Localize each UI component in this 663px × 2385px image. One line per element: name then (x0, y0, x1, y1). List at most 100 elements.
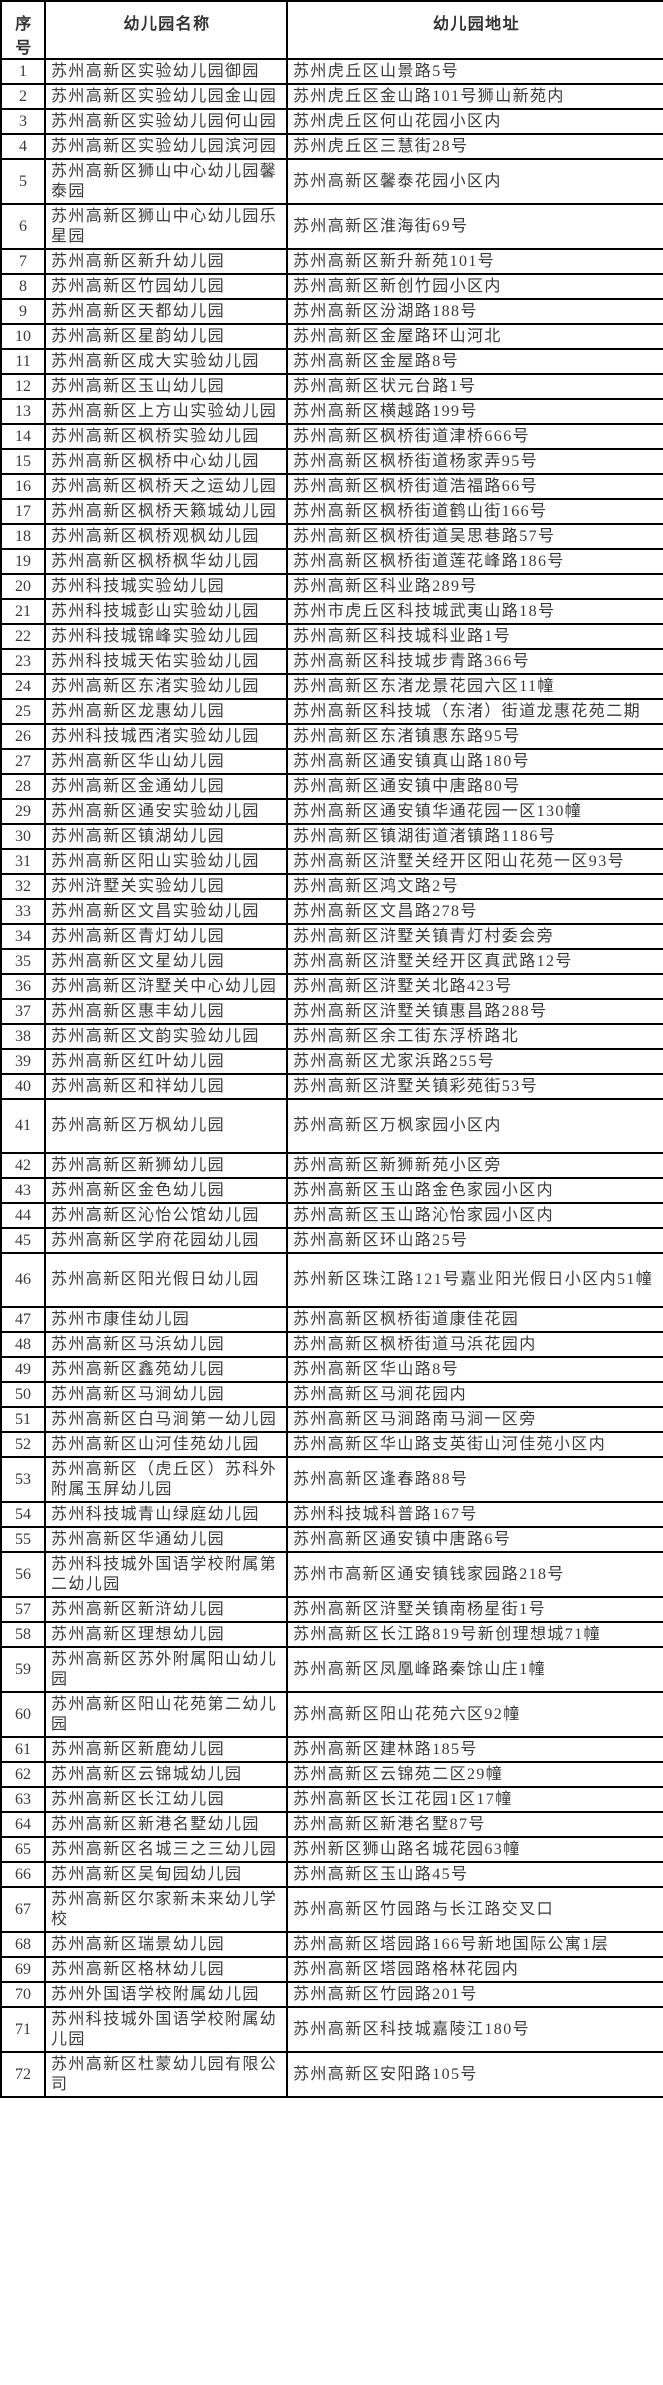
row-index: 45 (0, 1227, 46, 1254)
row-index: 18 (0, 523, 46, 550)
row-index: 4 (0, 133, 46, 160)
kindergarten-name: 苏州高新区吴甸园幼儿园 (44, 1861, 288, 1888)
kindergarten-name: 苏州市康佳幼儿园 (44, 1306, 288, 1333)
kindergarten-address: 苏州高新区新狮新苑小区旁 (286, 1152, 663, 1179)
kindergarten-address: 苏州高新区环山路25号 (286, 1227, 663, 1254)
row-index: 69 (0, 1956, 46, 1983)
table-row: 5 苏州高新区狮山中心幼儿园馨泰园 苏州高新区馨泰花园小区内 (0, 158, 663, 205)
table-row: 16 苏州高新区枫桥天之运幼儿园 苏州高新区枫桥街道浩福路66号 (0, 473, 663, 500)
table-row: 10 苏州高新区星韵幼儿园 苏州高新区金屋路环山河北 (0, 323, 663, 350)
kindergarten-name: 苏州高新区东渚实验幼儿园 (44, 673, 288, 700)
kindergarten-name: 苏州高新区竹园幼儿园 (44, 273, 288, 300)
row-index: 68 (0, 1931, 46, 1958)
row-index: 6 (0, 203, 46, 250)
row-index: 17 (0, 498, 46, 525)
table-row: 6 苏州高新区狮山中心幼儿园乐星园 苏州高新区淮海街69号 (0, 203, 663, 250)
table-row: 45 苏州高新区学府花园幼儿园 苏州高新区环山路25号 (0, 1227, 663, 1254)
table-row: 65 苏州高新区名城三之三幼儿园 苏州新区狮山路名城花园63幢 (0, 1836, 663, 1863)
kindergarten-address: 苏州高新区浒墅关经开区真武路12号 (286, 948, 663, 975)
kindergarten-name: 苏州高新区狮山中心幼儿园乐星园 (44, 203, 288, 250)
kindergarten-address: 苏州高新区华山路8号 (286, 1356, 663, 1383)
kindergarten-address: 苏州市高新区通安镇钱家园路218号 (286, 1551, 663, 1598)
kindergarten-address: 苏州高新区阳山花苑六区92幢 (286, 1691, 663, 1738)
table-row: 8 苏州高新区竹园幼儿园 苏州高新区新创竹园小区内 (0, 273, 663, 300)
table-row: 18 苏州高新区枫桥观枫幼儿园 苏州高新区枫桥街道吴思巷路57号 (0, 523, 663, 550)
row-index: 42 (0, 1152, 46, 1179)
kindergarten-address: 苏州高新区玉山路45号 (286, 1861, 663, 1888)
row-index: 53 (0, 1456, 46, 1503)
row-index: 50 (0, 1381, 46, 1408)
kindergarten-name: 苏州高新区华山幼儿园 (44, 748, 288, 775)
row-index: 57 (0, 1596, 46, 1623)
kindergarten-name: 苏州高新区通安实验幼儿园 (44, 798, 288, 825)
row-index: 38 (0, 1023, 46, 1050)
table-row: 14 苏州高新区枫桥实验幼儿园 苏州高新区枫桥街道津桥666号 (0, 423, 663, 450)
kindergarten-name: 苏州高新区成大实验幼儿园 (44, 348, 288, 375)
kindergarten-address: 苏州高新区逢春路88号 (286, 1456, 663, 1503)
row-index: 40 (0, 1073, 46, 1100)
kindergarten-address: 苏州高新区枫桥街道杨家弄95号 (286, 448, 663, 475)
row-index: 8 (0, 273, 46, 300)
kindergarten-name: 苏州高新区云锦城幼儿园 (44, 1761, 288, 1788)
kindergarten-address: 苏州高新区浒墅关北路423号 (286, 973, 663, 1000)
row-index: 7 (0, 248, 46, 275)
kindergarten-name: 苏州高新区狮山中心幼儿园馨泰园 (44, 158, 288, 205)
row-index: 12 (0, 373, 46, 400)
row-index: 23 (0, 648, 46, 675)
kindergarten-name: 苏州高新区枫桥观枫幼儿园 (44, 523, 288, 550)
kindergarten-address: 苏州高新区镇湖街道渚镇路1186号 (286, 823, 663, 850)
kindergarten-address: 苏州高新区万枫家园小区内 (286, 1098, 663, 1154)
kindergarten-name: 苏州高新区实验幼儿园滨河园 (44, 133, 288, 160)
kindergarten-address: 苏州高新区余工街东浮桥路北 (286, 1023, 663, 1050)
kindergarten-address: 苏州市虎丘区科技城武夷山路18号 (286, 598, 663, 625)
table-row: 34 苏州高新区青灯幼儿园 苏州高新区浒墅关镇青灯村委会旁 (0, 923, 663, 950)
table-row: 68 苏州高新区瑞景幼儿园 苏州高新区塔园路166号新地国际公寓1层 (0, 1931, 663, 1958)
row-index: 51 (0, 1406, 46, 1433)
row-index: 20 (0, 573, 46, 600)
kindergarten-name: 苏州高新区尔家新未来幼儿学校 (44, 1886, 288, 1933)
kindergarten-address: 苏州高新区塔园路格林花园内 (286, 1956, 663, 1983)
kindergarten-name: 苏州高新区阳光假日幼儿园 (44, 1252, 288, 1308)
kindergarten-address: 苏州高新区浒墅关镇惠昌路288号 (286, 998, 663, 1025)
kindergarten-name: 苏州高新区玉山幼儿园 (44, 373, 288, 400)
table-row: 55 苏州高新区华通幼儿园 苏州高新区通安镇中唐路6号 (0, 1526, 663, 1553)
row-index: 16 (0, 473, 46, 500)
table-row: 64 苏州高新区新港名墅幼儿园 苏州高新区新港名墅87号 (0, 1811, 663, 1838)
row-index: 15 (0, 448, 46, 475)
row-index: 59 (0, 1646, 46, 1693)
kindergarten-address: 苏州高新区玉山路沁怡家园小区内 (286, 1202, 663, 1229)
kindergarten-name: 苏州高新区学府花园幼儿园 (44, 1227, 288, 1254)
kindergarten-address: 苏州高新区科业路289号 (286, 573, 663, 600)
kindergarten-address: 苏州高新区鸿文路2号 (286, 873, 663, 900)
row-index: 19 (0, 548, 46, 575)
table-row: 57 苏州高新区新浒幼儿园 苏州高新区浒墅关镇南杨星街1号 (0, 1596, 663, 1623)
row-index: 37 (0, 998, 46, 1025)
kindergarten-name: 苏州高新区枫桥枫华幼儿园 (44, 548, 288, 575)
table-row: 27 苏州高新区华山幼儿园 苏州高新区通安镇真山路180号 (0, 748, 663, 775)
kindergarten-name: 苏州高新区星韵幼儿园 (44, 323, 288, 350)
kindergarten-address: 苏州高新区文昌路278号 (286, 898, 663, 925)
kindergarten-name: 苏州外国语学校附属幼儿园 (44, 1981, 288, 2008)
row-index: 55 (0, 1526, 46, 1553)
table-row: 51 苏州高新区白马涧第一幼儿园 苏州高新区马涧路南马涧一区旁 (0, 1406, 663, 1433)
kindergarten-address: 苏州高新区通安镇真山路180号 (286, 748, 663, 775)
kindergarten-name: 苏州高新区新升幼儿园 (44, 248, 288, 275)
row-index: 36 (0, 973, 46, 1000)
kindergarten-address: 苏州高新区枫桥街道鹤山街166号 (286, 498, 663, 525)
kindergarten-name: 苏州高新区山河佳苑幼儿园 (44, 1431, 288, 1458)
table-row: 22 苏州科技城锦峰实验幼儿园 苏州高新区科技城科业路1号 (0, 623, 663, 650)
kindergarten-address: 苏州高新区长江路819号新创理想城71幢 (286, 1621, 663, 1648)
kindergarten-address: 苏州高新区浒墅关镇南杨星街1号 (286, 1596, 663, 1623)
table-row: 52 苏州高新区山河佳苑幼儿园 苏州高新区华山路支英街山河佳苑小区内 (0, 1431, 663, 1458)
row-index: 1 (0, 58, 46, 85)
kindergarten-name: 苏州高新区枫桥中心幼儿园 (44, 448, 288, 475)
kindergarten-name: 苏州高新区新浒幼儿园 (44, 1596, 288, 1623)
kindergarten-address: 苏州高新区浒墅关镇彩苑街53号 (286, 1073, 663, 1100)
kindergarten-name: 苏州高新区枫桥天籁城幼儿园 (44, 498, 288, 525)
header-name: 幼儿园名称 (44, 0, 288, 60)
kindergarten-name: 苏州高新区枫桥天之运幼儿园 (44, 473, 288, 500)
kindergarten-name: 苏州科技城天佑实验幼儿园 (44, 648, 288, 675)
table-row: 41 苏州高新区万枫幼儿园 苏州高新区万枫家园小区内 (0, 1098, 663, 1154)
kindergarten-name: 苏州高新区和祥幼儿园 (44, 1073, 288, 1100)
row-index: 14 (0, 423, 46, 450)
